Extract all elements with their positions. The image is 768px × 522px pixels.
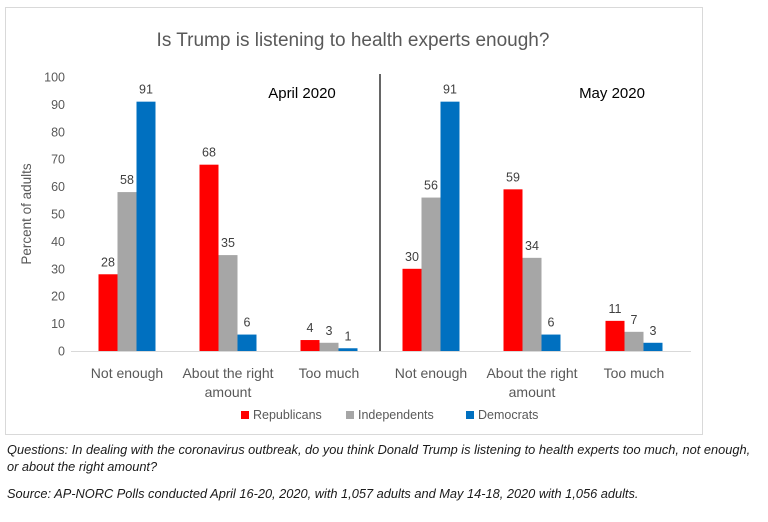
data-label: 35 bbox=[221, 236, 235, 250]
bar-republicans bbox=[402, 268, 422, 351]
category-label: About the right bbox=[182, 365, 273, 381]
data-label: 1 bbox=[345, 329, 352, 343]
bar-democrats bbox=[440, 101, 460, 351]
data-label: 6 bbox=[244, 316, 251, 330]
chart-title: Is Trump is listening to health experts … bbox=[157, 30, 550, 51]
y-tick-label: 50 bbox=[51, 208, 65, 222]
data-label: 30 bbox=[405, 250, 419, 264]
legend-label: Independents bbox=[358, 408, 434, 422]
bar-democrats bbox=[541, 334, 561, 351]
y-tick-label: 70 bbox=[51, 153, 65, 167]
bar-independents bbox=[421, 197, 441, 351]
y-tick-label: 90 bbox=[51, 98, 65, 112]
chart-frame: Is Trump is listening to health experts … bbox=[5, 7, 703, 435]
bar-independents bbox=[117, 192, 137, 351]
bar-republicans bbox=[98, 274, 118, 351]
caption-questions: Questions: In dealing with the coronavir… bbox=[7, 442, 751, 474]
y-tick-label: 100 bbox=[44, 71, 65, 85]
bar-independents bbox=[624, 331, 644, 351]
panel-label: April 2020 bbox=[268, 85, 336, 102]
legend-swatch-democrats bbox=[466, 411, 474, 419]
data-label: 68 bbox=[202, 146, 216, 160]
legend-swatch-republicans bbox=[241, 411, 249, 419]
legend-swatch-independents bbox=[346, 411, 354, 419]
category-label: About the right bbox=[486, 365, 577, 381]
bar-democrats bbox=[643, 342, 663, 351]
category-label: Too much bbox=[604, 365, 665, 381]
caption-source: Source: AP-NORC Polls conducted April 16… bbox=[7, 486, 639, 501]
y-tick-label: 20 bbox=[51, 290, 65, 304]
bar-republicans bbox=[199, 164, 219, 351]
bar-democrats bbox=[338, 348, 358, 351]
legend-label: Democrats bbox=[478, 408, 538, 422]
category-label: amount bbox=[205, 384, 252, 400]
y-tick-label: 30 bbox=[51, 262, 65, 276]
data-label: 3 bbox=[650, 324, 657, 338]
data-label: 91 bbox=[139, 83, 153, 97]
data-label: 4 bbox=[307, 321, 314, 335]
bar-independents bbox=[522, 257, 542, 351]
category-label: Too much bbox=[299, 365, 360, 381]
category-label: amount bbox=[509, 384, 556, 400]
bar-republicans bbox=[300, 340, 320, 351]
y-tick-label: 0 bbox=[58, 345, 65, 359]
bar-democrats bbox=[237, 334, 257, 351]
bar-chart: Is Trump is listening to health experts … bbox=[19, 30, 691, 422]
bar-republicans bbox=[605, 320, 625, 351]
y-tick-label: 80 bbox=[51, 125, 65, 139]
bar-independents bbox=[218, 255, 238, 351]
data-label: 7 bbox=[631, 313, 638, 327]
data-label: 28 bbox=[101, 255, 115, 269]
data-label: 6 bbox=[548, 316, 555, 330]
bar-republicans bbox=[503, 189, 523, 351]
panel-label: May 2020 bbox=[579, 85, 645, 102]
data-label: 59 bbox=[506, 170, 520, 184]
category-label: Not enough bbox=[91, 365, 163, 381]
bar-independents bbox=[319, 342, 339, 351]
data-label: 91 bbox=[443, 83, 457, 97]
legend-label: Republicans bbox=[253, 408, 322, 422]
y-tick-label: 40 bbox=[51, 235, 65, 249]
y-tick-label: 10 bbox=[51, 317, 65, 331]
y-tick-label: 60 bbox=[51, 180, 65, 194]
data-label: 3 bbox=[326, 324, 333, 338]
bar-democrats bbox=[136, 101, 156, 351]
data-label: 11 bbox=[609, 302, 622, 316]
y-axis-label: Percent of adults bbox=[19, 163, 34, 265]
category-label: Not enough bbox=[395, 365, 467, 381]
data-label: 56 bbox=[424, 179, 438, 193]
data-label: 58 bbox=[120, 173, 134, 187]
data-label: 34 bbox=[525, 239, 539, 253]
